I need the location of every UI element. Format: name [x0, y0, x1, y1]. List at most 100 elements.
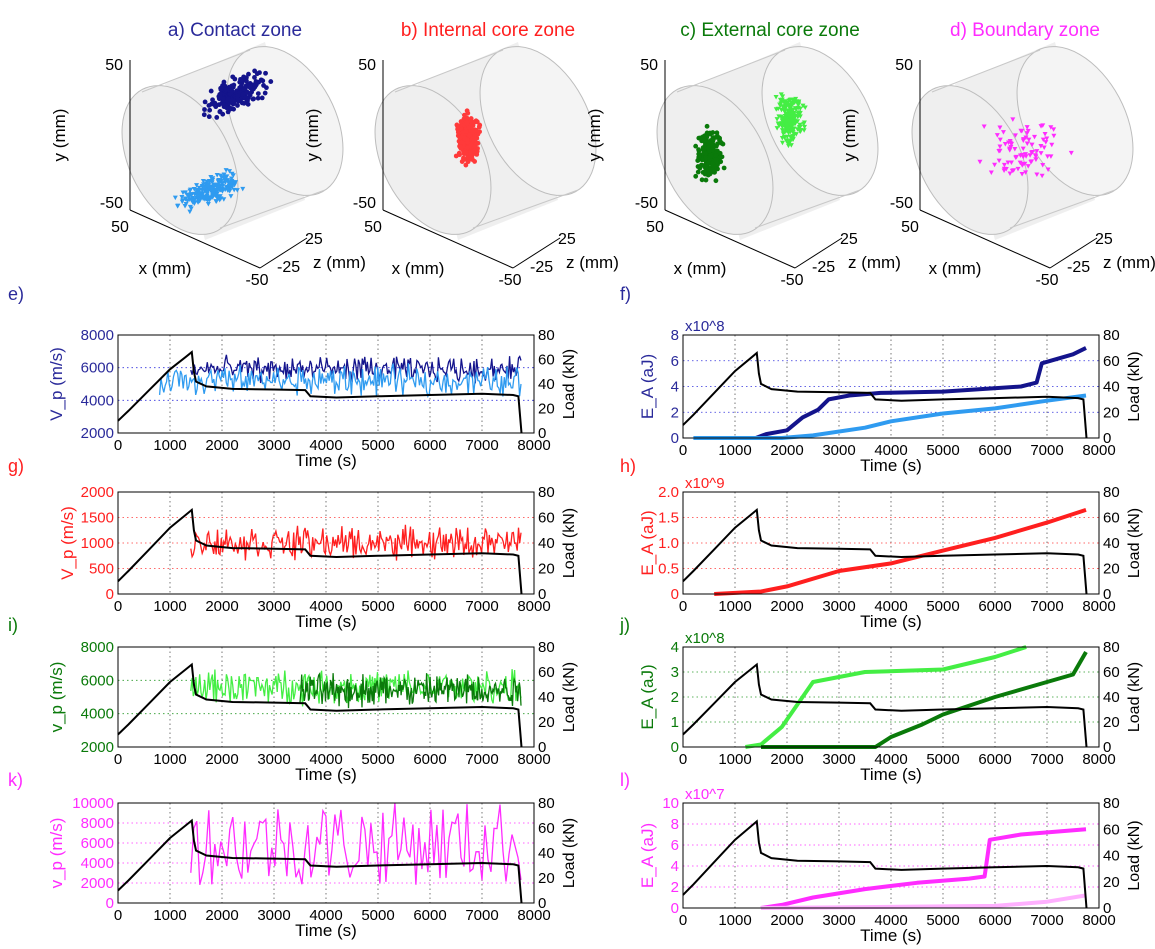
- x-tick-label: 0: [679, 912, 687, 929]
- event-point: [1022, 152, 1028, 157]
- y-tick-label: 0: [671, 900, 679, 917]
- event-point: [230, 74, 236, 80]
- series-0-line: [745, 645, 1027, 749]
- x-tick-label: 5000: [361, 907, 394, 924]
- event-point: [457, 152, 462, 158]
- right-y-tick-label: 40: [1103, 379, 1120, 396]
- right-y-tick-label: 80: [538, 639, 555, 656]
- event-point: [789, 135, 795, 141]
- event-point: [235, 103, 240, 108]
- event-point: [1043, 140, 1049, 145]
- event-point: [214, 188, 220, 194]
- event-point: [1045, 167, 1051, 172]
- chart-j: j)0 1000 2000 3000 4000 5000 6000 7000 800001234…: [619, 615, 1143, 784]
- point-clouds: [453, 108, 483, 168]
- exponent-label: x10^9: [685, 475, 725, 492]
- y-tick: -50: [635, 195, 658, 212]
- right-y-tick-label: 20: [1103, 714, 1120, 731]
- cylinder-edge: [472, 189, 579, 229]
- event-point: [703, 177, 709, 183]
- x-tick-label: 1000: [153, 907, 186, 924]
- event-point: [1029, 149, 1035, 155]
- event-point: [209, 180, 215, 185]
- event-point: [698, 135, 703, 141]
- event-point: [802, 105, 808, 110]
- event-point: [246, 71, 251, 77]
- right-y-tick-label: 40: [1103, 848, 1120, 865]
- cylinder-edge: [676, 49, 786, 93]
- y-tick: -50: [353, 195, 376, 212]
- x-tick: 50: [901, 219, 919, 236]
- event-point: [225, 188, 231, 193]
- event-point: [704, 123, 710, 129]
- y-axis-label: y (mm): [585, 109, 604, 162]
- y-axis-label: v_p (m/s): [47, 662, 66, 733]
- series-0-line: [190, 524, 522, 561]
- z-tick: -25: [1067, 259, 1090, 276]
- right-y-tick-label: 80: [1103, 484, 1120, 501]
- z-tick: -25: [277, 259, 300, 276]
- y-tick-label: 4: [671, 379, 679, 396]
- right-y-tick-label: 60: [1103, 353, 1120, 370]
- x-tick-label: 8000: [1082, 912, 1115, 929]
- right-y-tick-label: 20: [538, 714, 555, 731]
- event-point: [466, 125, 472, 130]
- event-point: [1039, 173, 1045, 179]
- x-tick-label: 3000: [257, 907, 290, 924]
- y-tick-label: 3: [671, 664, 679, 681]
- event-point: [210, 97, 215, 103]
- event-point: [714, 148, 720, 154]
- y-tick-label: 1.0: [658, 535, 679, 552]
- y-tick-label: 8000: [81, 815, 114, 832]
- right-y-tick-label: 80: [538, 795, 555, 812]
- right-y-axis-label: Load (kN): [1126, 351, 1143, 421]
- right-y-axis-label: Load (kN): [561, 508, 578, 578]
- event-point: [1010, 117, 1016, 122]
- x-tick-label: 4000: [309, 598, 342, 615]
- event-point: [208, 88, 214, 94]
- x-tick-label: 8000: [517, 751, 550, 768]
- event-point: [455, 124, 461, 130]
- y-axis-label: E_A (aJ): [638, 354, 657, 419]
- event-point: [785, 102, 791, 107]
- event-point: [188, 198, 194, 203]
- event-point: [223, 103, 229, 109]
- x-tick-label: 4000: [309, 907, 342, 924]
- event-point: [464, 108, 470, 114]
- event-point: [1034, 149, 1040, 154]
- event-point: [1040, 137, 1046, 143]
- y-tick-label: 6000: [81, 360, 114, 377]
- series-1-line: [158, 363, 522, 399]
- panel-d: d) Boundary zone 50 -50 50 25 -25 -50 x (mm) z (…: [840, 20, 1155, 289]
- x-tick-label: 7000: [465, 751, 498, 768]
- y-tick-label: 8: [671, 816, 679, 833]
- exponent-label: x10^7: [685, 786, 725, 803]
- event-point: [194, 183, 200, 188]
- event-point: [773, 107, 779, 112]
- x-tick-label: 5000: [361, 598, 394, 615]
- event-point: [788, 143, 794, 148]
- event-point: [1008, 145, 1014, 150]
- event-point: [227, 169, 233, 174]
- event-point: [786, 109, 792, 115]
- x-tick: 50: [111, 219, 129, 236]
- panel-a: a) Contact zone 50 -50 50 25 -25 -50 x (mm) z (m…: [50, 20, 366, 289]
- y-tick: 50: [640, 57, 658, 74]
- y-tick-label: 4000: [81, 392, 114, 409]
- x-axis: [382, 209, 514, 269]
- event-point: [778, 92, 784, 97]
- z-axis-label: z (mm): [848, 253, 901, 272]
- event-point: [1012, 146, 1018, 152]
- event-point: [797, 114, 803, 119]
- x-tick-label: 3000: [822, 912, 855, 929]
- event-point: [213, 199, 219, 204]
- x-tick-label: 8000: [1082, 442, 1115, 459]
- event-point: [788, 103, 794, 109]
- event-point: [463, 149, 469, 154]
- y-tick: -50: [890, 195, 913, 212]
- load-line: [117, 818, 523, 904]
- y-axis-label: y (mm): [840, 109, 859, 162]
- x-axis-label: Time (s): [295, 921, 357, 940]
- x-tick-label: 8000: [517, 598, 550, 615]
- series-1-line: [761, 650, 1088, 749]
